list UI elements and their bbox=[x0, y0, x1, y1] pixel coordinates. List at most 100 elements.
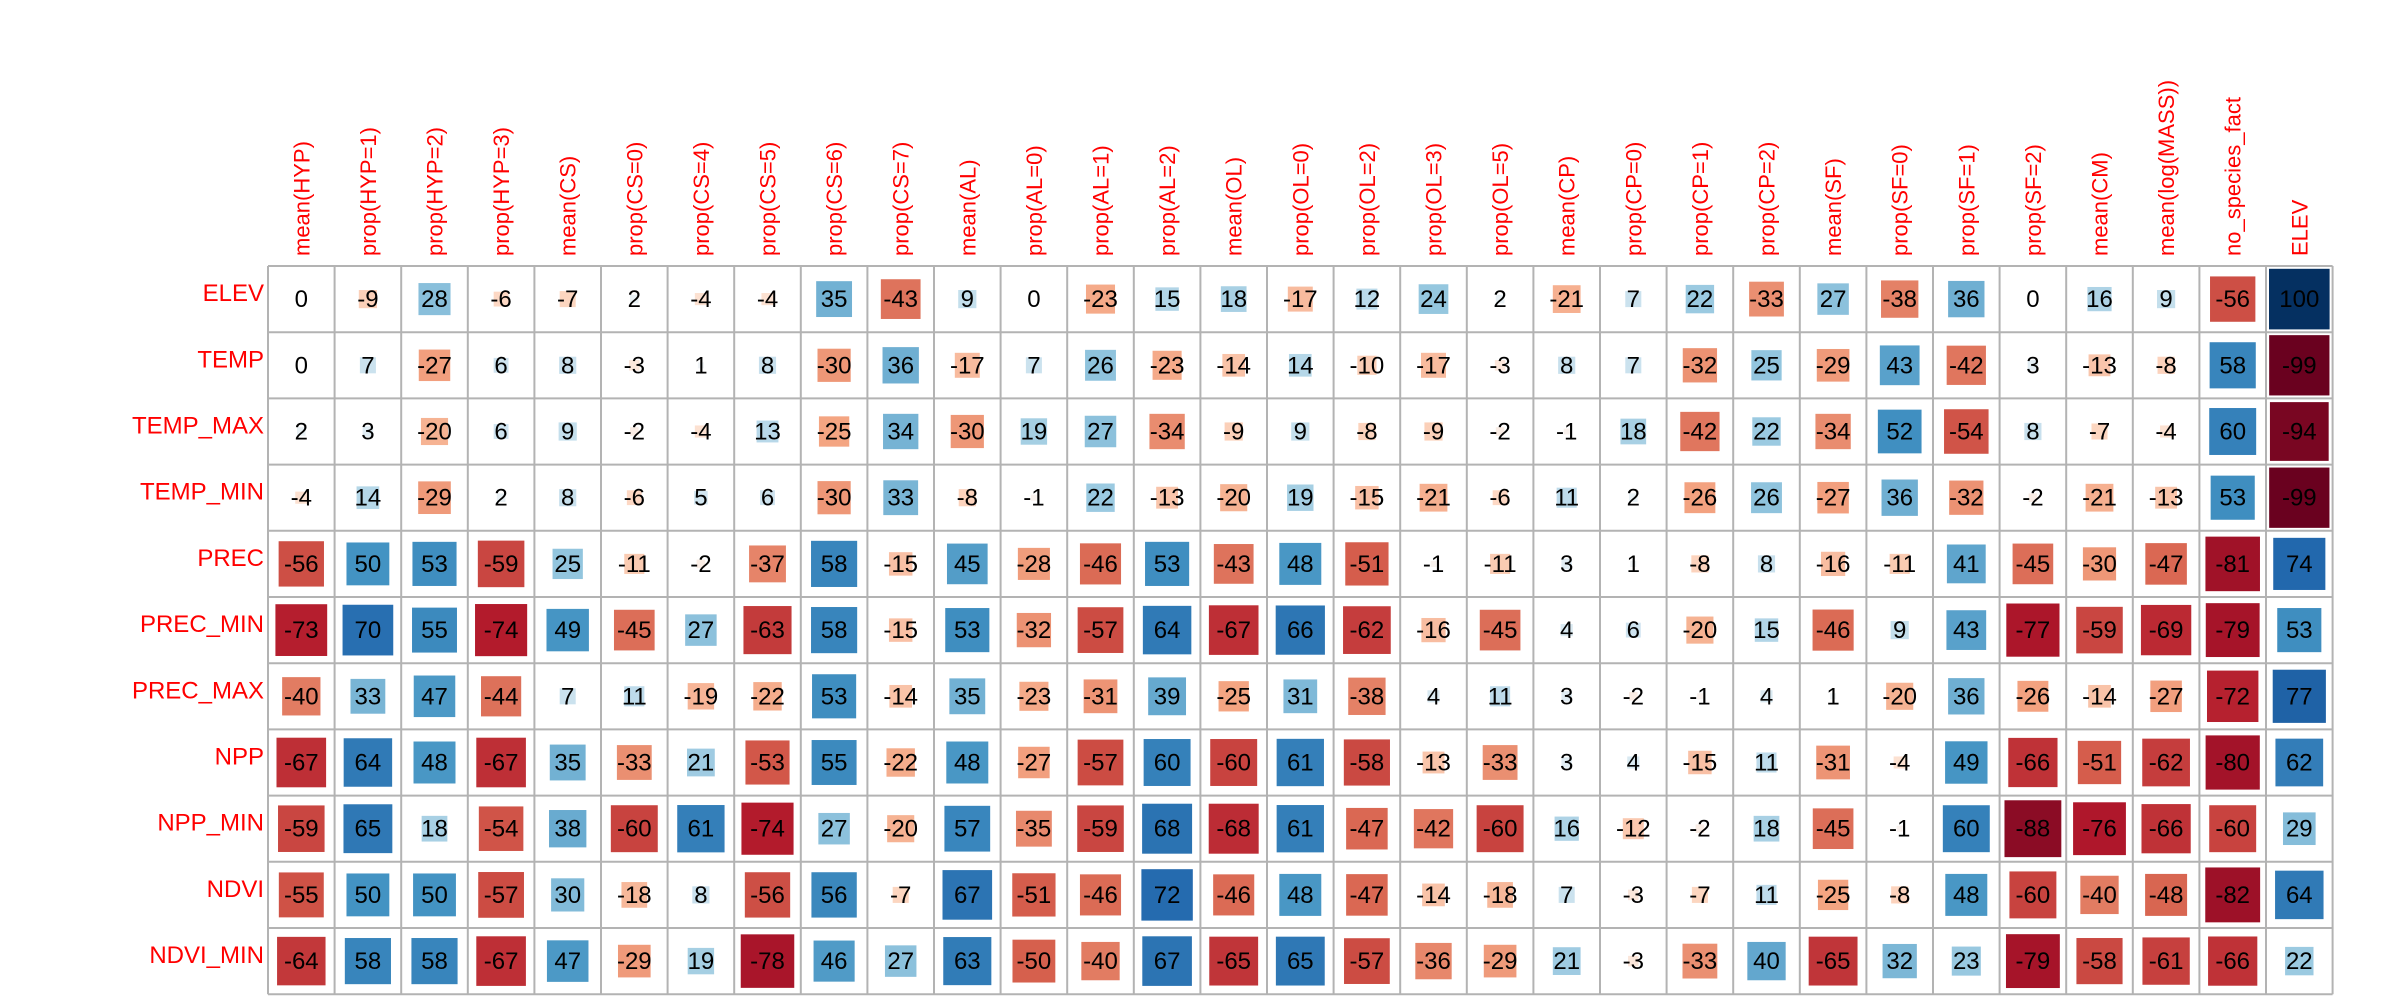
heatmap-cell bbox=[1760, 690, 1773, 703]
cell-value-label: 67 bbox=[1154, 948, 1181, 975]
cell-value-label: 70 bbox=[355, 617, 382, 644]
heatmap-cell bbox=[2209, 408, 2257, 455]
heatmap-cell bbox=[1896, 825, 1903, 832]
heatmap-cell bbox=[687, 748, 715, 777]
heatmap-cell bbox=[1944, 409, 1989, 454]
cell-value-label: -40 bbox=[284, 683, 319, 710]
cell-value-label: -94 bbox=[2282, 419, 2317, 446]
heatmap-cell bbox=[2009, 871, 2057, 919]
cell-value-label: 46 bbox=[821, 948, 848, 975]
cell-value-label: -51 bbox=[1017, 882, 1052, 909]
cell-value-label: -6 bbox=[624, 485, 645, 512]
cell-value-label: 100 bbox=[2279, 286, 2319, 313]
heatmap-cell bbox=[1561, 558, 1572, 570]
cell-value-label: 11 bbox=[622, 683, 647, 710]
heatmap-cell bbox=[1625, 291, 1642, 308]
cell-value-label: -23 bbox=[1083, 286, 1118, 313]
cell-value-label: 40 bbox=[1753, 948, 1780, 975]
cell-value-label: 32 bbox=[1886, 948, 1913, 975]
heatmap-cell bbox=[1476, 805, 1524, 853]
cell-value-label: 11 bbox=[1754, 750, 1779, 777]
cell-value-label: 1 bbox=[694, 352, 707, 379]
heatmap-cell bbox=[888, 552, 913, 576]
heatmap-cell bbox=[559, 489, 577, 507]
heatmap-cell bbox=[1213, 544, 1254, 584]
heatmap-cell bbox=[616, 745, 652, 780]
heatmap-cell bbox=[2157, 356, 2175, 374]
cell-value-label: 8 bbox=[1760, 551, 1773, 578]
heatmap-cell bbox=[1628, 889, 1639, 901]
heatmap-cell bbox=[1077, 805, 1124, 852]
cell-value-label: -21 bbox=[1549, 286, 1584, 313]
cell-value-label: -48 bbox=[2149, 882, 2184, 909]
cell-value-label: -63 bbox=[750, 617, 785, 644]
column-label: prop(AL=0) bbox=[1022, 145, 1047, 256]
heatmap-cell bbox=[1291, 422, 1310, 441]
heatmap-cell bbox=[1422, 883, 1445, 907]
heatmap-cell bbox=[558, 422, 577, 441]
heatmap-cell bbox=[1208, 605, 1259, 655]
column-label: prop(CS=7) bbox=[889, 142, 914, 256]
cell-value-label: -46 bbox=[1816, 617, 1851, 644]
heatmap-cell bbox=[950, 414, 984, 449]
cell-value-label: 49 bbox=[1953, 750, 1980, 777]
cell-value-label: 35 bbox=[821, 286, 848, 313]
cell-value-label: 18 bbox=[1753, 816, 1780, 843]
column-label: prop(CP=0) bbox=[1621, 142, 1646, 256]
cell-value-label: 8 bbox=[1560, 352, 1573, 379]
cell-value-label: -43 bbox=[1216, 551, 1251, 578]
column-label: prop(SF=0) bbox=[1888, 144, 1913, 256]
cell-value-label: -65 bbox=[1816, 948, 1851, 975]
cell-value-label: 39 bbox=[1154, 683, 1181, 710]
cell-value-label: 22 bbox=[1687, 286, 1714, 313]
heatmap-cell bbox=[745, 740, 790, 785]
column-label: prop(AL=1) bbox=[1089, 145, 1114, 256]
cell-value-label: -1 bbox=[1689, 683, 1710, 710]
heatmap-cell bbox=[413, 873, 456, 917]
cell-value-label: -19 bbox=[684, 683, 719, 710]
heatmap-cell bbox=[1343, 606, 1391, 654]
heatmap-cell bbox=[1682, 943, 1718, 979]
heatmap-cell bbox=[1680, 411, 1720, 452]
row-label: TEMP_MIN bbox=[140, 479, 264, 506]
heatmap-cell bbox=[617, 944, 651, 978]
cell-value-label: -6 bbox=[1489, 485, 1510, 512]
cell-value-label: -32 bbox=[1949, 485, 1984, 512]
heatmap-cell bbox=[1142, 605, 1192, 655]
cell-value-label: 43 bbox=[1953, 617, 1980, 644]
cell-value-label: -34 bbox=[1150, 419, 1185, 446]
cell-value-label: -58 bbox=[2082, 948, 2117, 975]
cell-value-label: 24 bbox=[1420, 286, 1447, 313]
row-label: PREC_MIN bbox=[140, 611, 264, 638]
cell-value-label: 7 bbox=[561, 683, 574, 710]
heatmap-cell bbox=[818, 812, 850, 845]
heatmap-cell bbox=[741, 802, 794, 855]
heatmap-cell bbox=[2206, 670, 2259, 723]
heatmap-cell bbox=[743, 606, 792, 655]
heatmap-cell bbox=[1751, 350, 1782, 381]
heatmap-cell bbox=[883, 480, 919, 516]
heatmap-cell bbox=[945, 608, 990, 653]
cell-value-label: -29 bbox=[617, 948, 652, 975]
heatmap-cell bbox=[685, 614, 717, 646]
cell-value-label: 2 bbox=[494, 485, 507, 512]
cell-value-label: -13 bbox=[1150, 485, 1185, 512]
cell-value-label: -13 bbox=[2149, 485, 2184, 512]
row-label: TEMP_MAX bbox=[132, 413, 264, 440]
cell-value-label: 48 bbox=[954, 750, 981, 777]
heatmap-cell bbox=[1556, 487, 1577, 508]
heatmap-cell bbox=[493, 424, 509, 439]
cell-value-label: -45 bbox=[2016, 551, 2051, 578]
row-label: NPP_MIN bbox=[157, 810, 264, 837]
cell-value-label: -3 bbox=[1623, 948, 1644, 975]
heatmap-cell bbox=[1886, 682, 1914, 710]
heatmap-cell bbox=[1684, 482, 1716, 514]
cell-value-label: -42 bbox=[1949, 352, 1984, 379]
heatmap-cell bbox=[1495, 427, 1505, 436]
cell-value-label: -3 bbox=[1489, 352, 1510, 379]
heatmap-cell bbox=[813, 940, 855, 982]
cell-value-label: 61 bbox=[688, 816, 715, 843]
cell-value-label: 19 bbox=[688, 948, 715, 975]
cell-value-label: -66 bbox=[2149, 816, 2184, 843]
